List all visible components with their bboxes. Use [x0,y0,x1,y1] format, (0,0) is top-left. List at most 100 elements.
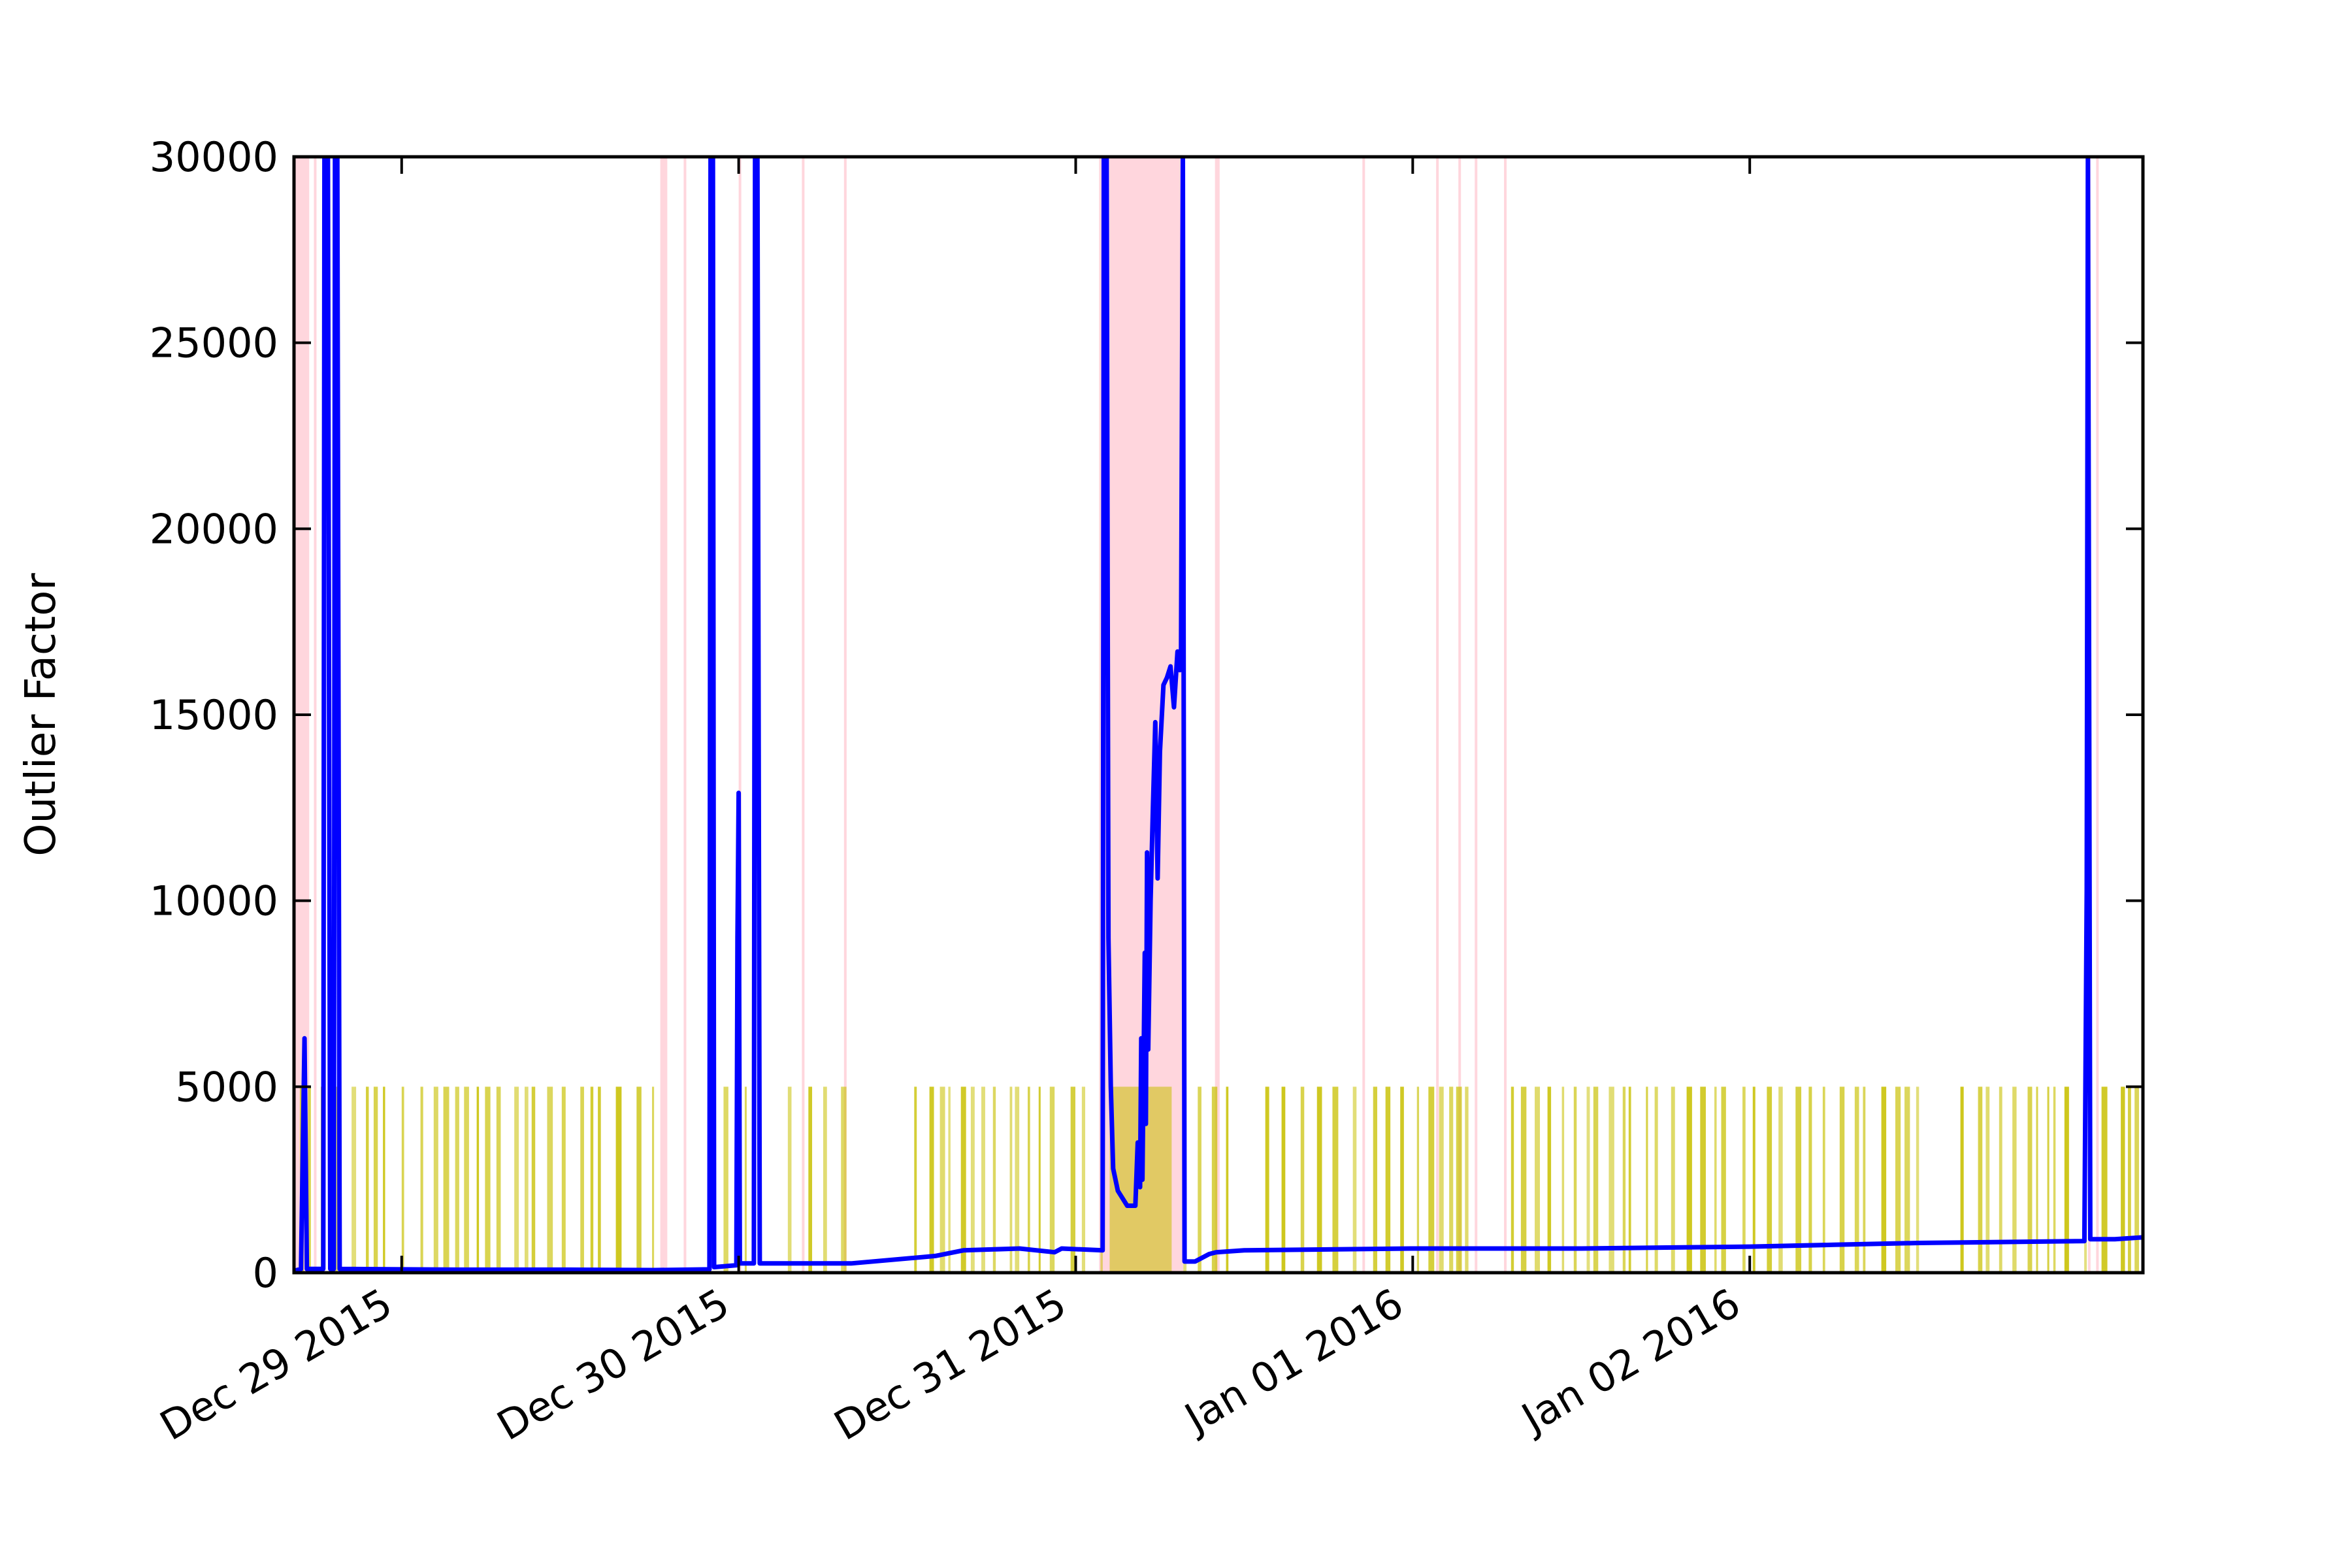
flag-stripe-0-15 [485,1086,491,1273]
flag-stripe-0-6 [373,1086,378,1273]
flag-stripe-7-0 [1960,1086,1964,1273]
flag-stripe-0-17 [514,1086,519,1273]
y-tick-label: 10000 [150,877,278,925]
flag-stripe-6-31 [1916,1086,1919,1273]
flag-stripe-6-12 [1654,1086,1658,1273]
flag-stripe-5-2 [1300,1086,1305,1273]
flag-stripe-5-6 [1373,1086,1378,1273]
y-tick-label: 25000 [150,319,278,367]
flag-stripe-6-18 [1742,1086,1746,1273]
flag-stripe-3-12 [1049,1086,1055,1273]
flag-stripe-0-23 [590,1086,594,1273]
flag-stripe-0-21 [561,1086,566,1273]
y-axis-label: Outlier Factor [17,573,65,857]
flag-stripe-7-12 [2121,1086,2125,1273]
anomaly-band-3 [683,157,687,1273]
flag-stripe-2-3 [841,1086,847,1273]
flag-stripe-6-6 [1586,1086,1590,1273]
flag-stripe-3-3 [948,1086,951,1273]
flag-stripe-6-9 [1622,1086,1626,1273]
flag-stripe-0-5 [366,1086,369,1273]
y-tick-label: 20000 [150,505,278,553]
flag-stripe-5-8 [1400,1086,1404,1273]
flag-stripe-6-30 [1904,1086,1910,1273]
flag-stripe-3-1 [929,1086,934,1273]
flag-stripe-3-0 [914,1086,917,1273]
flag-stripe-0-19 [531,1086,536,1273]
flag-stripe-0-14 [476,1086,480,1273]
flag-stripe-7-6 [2036,1086,2038,1273]
flag-stripe-0-13 [464,1086,469,1273]
flag-stripe-6-14 [1686,1086,1692,1273]
flag-stripe-0-18 [524,1086,529,1273]
flag-stripe-5-9 [1416,1086,1420,1273]
flag-stripe-6-11 [1646,1086,1648,1273]
flag-stripe-6-10 [1628,1086,1631,1273]
flag-stripe-6-25 [1839,1086,1845,1273]
flag-stripe-3-10 [1028,1086,1030,1273]
flag-stripe-0-7 [383,1086,385,1273]
flag-stripe-3-14 [1081,1086,1086,1273]
flag-stripe-1-1 [723,1086,728,1273]
flag-stripe-4-2 [1211,1086,1218,1273]
flag-stripe-0-9 [420,1086,423,1273]
flag-stripe-3-9 [1015,1086,1020,1273]
flag-stripe-6-29 [1895,1086,1901,1273]
flag-stripe-0-24 [598,1086,601,1273]
flag-stripe-7-14 [2134,1086,2139,1273]
flag-stripe-0-20 [547,1086,553,1273]
flag-stripe-6-13 [1671,1086,1675,1273]
anomaly-band-13 [1504,157,1507,1273]
flag-stripe-6-22 [1795,1086,1802,1273]
flag-stripe-0-25 [615,1086,622,1273]
flag-stripe-7-11 [2101,1086,2108,1273]
flag-stripe-6-23 [1808,1086,1812,1273]
flag-stripe-5-0 [1265,1086,1269,1273]
flag-stripe-6-17 [1721,1086,1726,1273]
flag-stripe-7-1 [1978,1086,1983,1273]
flag-stripe-5-11 [1439,1086,1444,1273]
y-tick-label: 30000 [150,133,278,181]
series-layer [294,157,2143,1273]
anomaly-band-8 [1215,157,1220,1273]
flag-stripe-3-6 [981,1086,985,1273]
flag-stripe-0-10 [433,1086,438,1273]
flag-stripe-3-11 [1038,1086,1041,1273]
outlier-factor-series-line [294,157,2143,1273]
flag-stripe-6-15 [1700,1086,1706,1273]
flag-stripe-5-12 [1449,1086,1454,1273]
flag-stripe-0-12 [455,1086,459,1273]
flag-stripe-7-4 [2012,1086,2017,1273]
flag-stripe-6-16 [1714,1086,1717,1273]
anomaly-band-11 [1458,157,1462,1273]
flag-stripe-6-7 [1593,1086,1599,1273]
flag-stripe-6-2 [1535,1086,1541,1273]
flag-stripe-3-7 [992,1086,996,1273]
anomaly-band-6 [843,157,847,1273]
flag-stripe-3-5 [970,1086,975,1273]
flag-stripe-7-8 [2053,1086,2056,1273]
flag-stripe-3-13 [1070,1086,1075,1273]
flag-stripe-1-2 [744,1086,747,1273]
flag-stripe-5-3 [1316,1086,1322,1273]
flag-stripe-3-8 [1009,1086,1013,1273]
flag-stripe-7-5 [2027,1086,2033,1273]
flag-stripe-7-7 [2047,1086,2050,1273]
flag-stripe-0-27 [652,1086,655,1273]
flag-stripe-6-20 [1767,1086,1772,1273]
flag-stripe-2-1 [808,1086,813,1273]
flag-stripe-4-3 [1226,1086,1229,1273]
flag-stripe-6-24 [1822,1086,1825,1273]
flag-stripe-3-2 [939,1086,945,1273]
anomaly-band-4 [738,157,742,1273]
flag-stripe-7-9 [2064,1086,2069,1273]
flag-stripe-2-2 [823,1086,827,1273]
anomaly-band-12 [1475,157,1478,1273]
anomaly-band-15 [2096,157,2099,1273]
y-tick-label: 0 [253,1249,278,1297]
anomaly-band-2 [660,157,668,1273]
anomaly-band-5 [802,157,805,1273]
flag-stripe-0-8 [401,1086,404,1273]
flag-stripe-4-1 [1198,1086,1201,1273]
